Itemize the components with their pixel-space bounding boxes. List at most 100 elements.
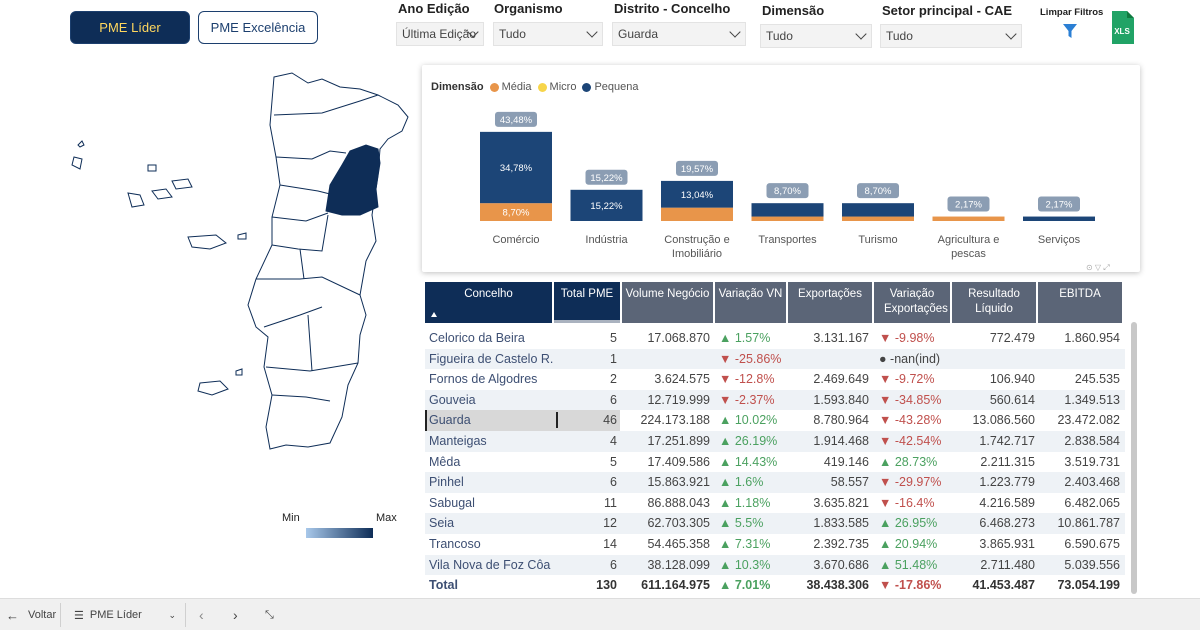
- table-row[interactable]: Seia 12 62.703.305 ▲ 5.5% 1.833.585 ▲ 26.95% 6…: [425, 513, 1125, 534]
- cell-total-pme: 2: [610, 372, 617, 387]
- table-row[interactable]: Mêda 5 17.409.586 ▲ 14.43% 419.146 ▲ 28.73% 2.…: [425, 452, 1125, 473]
- category-label: Indústria: [585, 234, 628, 246]
- bar-média-3[interactable]: [751, 216, 824, 221]
- tab-pme-excelencia[interactable]: PME Excelência: [198, 11, 318, 44]
- map-district-guarda[interactable]: [325, 144, 381, 216]
- cell-concelho: Sabugal: [429, 495, 475, 510]
- cell-variacao-exportacoes: ▼ -42.54%: [879, 431, 955, 452]
- prev-page-button[interactable]: ‹: [199, 599, 204, 631]
- table-row[interactable]: Manteigas 4 17.251.899 ▲ 26.19% 1.914.468 ▼ -…: [425, 431, 1125, 452]
- cell-volume-negocio: 38.128.099: [647, 557, 710, 572]
- header-resultado-liquido[interactable]: Resultado Líquido: [952, 282, 1036, 323]
- triangle-down-icon: ▼: [879, 495, 895, 510]
- portugal-map[interactable]: [60, 65, 420, 465]
- back-button[interactable]: ← Voltar: [6, 599, 56, 631]
- stacked-bar-chart[interactable]: 8,70% 34,78% 43,48% Comércio 15,22% 15,22% Ind…: [422, 65, 1140, 272]
- bar-pequena-6[interactable]: [1023, 216, 1095, 221]
- cell-variacao-exportacoes: ▼ -16.4%: [879, 493, 955, 514]
- map-legend-max: Max: [376, 512, 397, 524]
- bar-pequena-2[interactable]: [661, 180, 733, 208]
- bar-pequena-3[interactable]: [751, 203, 824, 217]
- header-exportacoes[interactable]: Exportações: [788, 282, 872, 323]
- funnel-icon[interactable]: [1062, 22, 1078, 40]
- table-row[interactable]: Vila Nova de Foz Côa 6 38.128.099 ▲ 10.3% 3.…: [425, 554, 1125, 576]
- cell-concelho: Celorico da Beira: [429, 331, 525, 345]
- map-madeira[interactable]: [187, 232, 247, 396]
- bar-pequena-4[interactable]: [842, 203, 914, 217]
- table-row[interactable]: Trancoso 14 54.465.358 ▲ 7.31% 2.392.735 ▲ 20…: [425, 534, 1125, 555]
- bar-média-5[interactable]: [932, 216, 1005, 221]
- next-page-button[interactable]: ›: [233, 599, 238, 631]
- dimension-chart-card[interactable]: Dimensão Média Micro Pequena 8,70% 34,78%…: [422, 65, 1140, 272]
- table-row[interactable]: Celorico da Beira 5 17.068.870 ▲ 1.57% 3.131…: [425, 328, 1125, 349]
- header-volume-negocio[interactable]: Volume Negócio: [622, 282, 713, 323]
- map-mainland[interactable]: [247, 72, 409, 450]
- cell-concelho: Seia: [429, 516, 455, 531]
- total-label-bg: [495, 111, 537, 127]
- filter-dimensao-select[interactable]: Tudo: [760, 24, 872, 48]
- bottom-bar-divider: [185, 603, 186, 627]
- cell-concelho: Gouveia: [429, 392, 476, 407]
- cell-resultado-liquido: 6.468.273: [979, 516, 1035, 531]
- cell-ebitda: 1.349.513: [1064, 392, 1120, 407]
- data-label-pequena: 34,78%: [500, 163, 533, 174]
- selection-marker: [556, 412, 558, 429]
- cell-exportacoes: 3.670.686: [813, 557, 869, 572]
- cell-resultado-liquido: 4.216.589: [979, 495, 1035, 510]
- table-row[interactable]: Figueira de Castelo R... 1 ▼ -25.86% ● -nan…: [425, 348, 1125, 370]
- filter-ano-select[interactable]: Última Edição: [396, 22, 484, 46]
- triangle-down-icon: ▼: [719, 392, 735, 407]
- table-row[interactable]: Gouveia 6 12.719.999 ▼ -2.37% 1.593.840 ▼ -34…: [425, 389, 1125, 411]
- total-label: 19,57%: [681, 164, 714, 175]
- header-concelho[interactable]: Concelho: [425, 282, 552, 323]
- cell-ebitda: 1.860.954: [1064, 331, 1120, 345]
- table-row[interactable]: Guarda 46 224.173.188 ▲ 10.02% 8.780.964 ▼ -4…: [425, 410, 1125, 431]
- chevron-down-icon: [586, 26, 598, 38]
- cell-variacao-vn-value: 10.3%: [734, 557, 771, 572]
- table-row[interactable]: Pinhel 6 15.863.921 ▲ 1.6% 58.557 ▼ -29.97% 1.…: [425, 472, 1125, 493]
- table-scrollbar[interactable]: [1131, 322, 1137, 594]
- filter-setor-select[interactable]: Tudo: [880, 24, 1022, 48]
- header-variacao-exportacoes-label: Variação Exportações: [884, 288, 948, 315]
- category-label: Transportes: [758, 234, 817, 246]
- bar-média-2[interactable]: [661, 207, 733, 221]
- header-ebitda[interactable]: EBITDA: [1038, 282, 1122, 323]
- excel-export-button[interactable]: XLS: [1110, 10, 1135, 45]
- filter-distrito-select[interactable]: Guarda: [612, 22, 746, 46]
- bar-pequena-1[interactable]: [570, 189, 643, 221]
- table-row[interactable]: Sabugal 11 86.888.043 ▲ 1.18% 3.635.821 ▼ -16…: [425, 493, 1125, 514]
- page-selector-label: PME Líder: [89, 609, 142, 621]
- cell-resultado-liquido: 41.453.487: [972, 578, 1035, 593]
- cell-variacao-vn-value: 7.31%: [734, 537, 771, 551]
- table-row[interactable]: Fornos de Algodres 2 3.624.575 ▼ -12.8% 2.46…: [425, 369, 1125, 390]
- filter-label-setor: Setor principal - CAE: [882, 3, 1013, 18]
- header-total-pme[interactable]: Total PME: [554, 282, 620, 323]
- cell-concelho: Pinhel: [429, 475, 464, 490]
- cell-resultado-liquido: 13.086.560: [972, 413, 1035, 428]
- cell-variacao-exportacoes: ▼ -34.85%: [879, 390, 955, 411]
- cell-variacao-exportacoes-value: -17.86%: [894, 578, 942, 593]
- table-body[interactable]: Celorico da Beira 5 17.068.870 ▲ 1.57% 3.131…: [425, 328, 1125, 600]
- tab-pme-lider[interactable]: PME Líder: [70, 11, 190, 44]
- map-azores[interactable]: [71, 140, 193, 208]
- header-volume-negocio-label: Volume Negócio: [625, 288, 710, 300]
- cell-total-pme: 6: [610, 557, 617, 572]
- data-label-pequena: 15,22%: [590, 201, 623, 212]
- cell-variacao-vn-value: 1.57%: [734, 331, 771, 345]
- fullscreen-button[interactable]: ⤡: [265, 599, 274, 631]
- cell-variacao-vn: ▲ 1.6%: [719, 472, 789, 493]
- bar-média-4[interactable]: [842, 216, 914, 221]
- filter-organismo-select[interactable]: Tudo: [493, 22, 603, 46]
- data-label-bg: [497, 205, 535, 220]
- cell-variacao-vn: ▼ -2.37%: [719, 390, 789, 411]
- cell-resultado-liquido: 1.742.717: [979, 434, 1035, 448]
- cell-concelho: Mêda: [429, 454, 461, 469]
- page-selector[interactable]: ☰ PME Líder ⌄: [74, 599, 178, 631]
- total-label: 2,17%: [1046, 200, 1073, 211]
- cell-resultado-liquido: 3.865.931: [979, 537, 1035, 551]
- header-variacao-exportacoes[interactable]: Variação Exportações: [874, 282, 950, 323]
- header-variacao-vn[interactable]: Variação VN: [715, 282, 786, 323]
- bar-pequena-0[interactable]: [480, 131, 552, 204]
- cell-concelho: Fornos de Algodres: [429, 372, 538, 387]
- cell-variacao-vn: ▲ 10.02%: [719, 410, 789, 431]
